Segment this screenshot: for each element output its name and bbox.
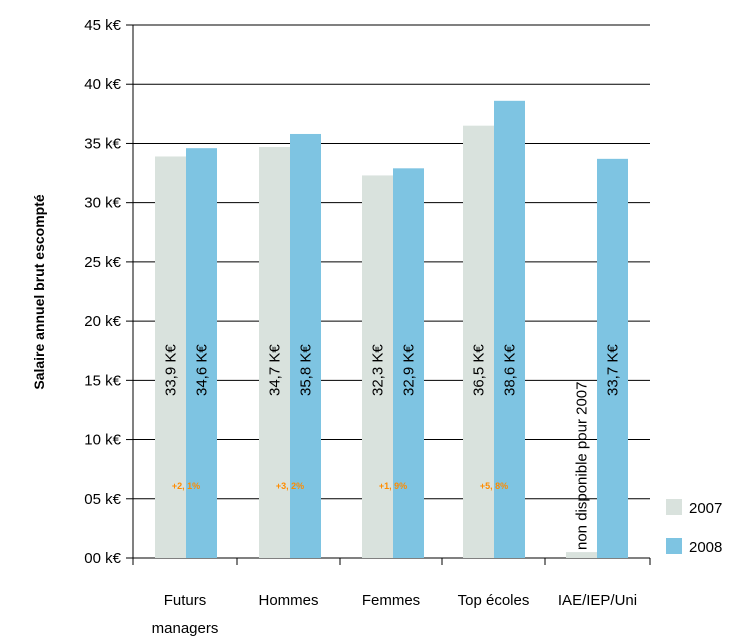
growth-label: +5, 8%	[480, 481, 508, 491]
y-tick-label: 40 k€	[84, 76, 121, 93]
y-tick-label: 05 k€	[84, 491, 121, 508]
x-category-label: managers	[152, 620, 219, 637]
bar-value-label: 35,8 K€	[298, 344, 315, 396]
growth-label: +1, 9%	[379, 481, 407, 491]
legend-label: 2007	[689, 500, 722, 517]
y-tick-label: 30 k€	[84, 195, 121, 212]
x-category-label: Top écoles	[458, 592, 530, 609]
bar-2008-3	[494, 100, 525, 558]
bar-value-label: 36,5 K€	[471, 344, 488, 396]
legend-label: 2008	[689, 539, 722, 556]
y-tick-label: 25 k€	[84, 254, 121, 271]
x-category-label: Futurs	[164, 592, 207, 609]
x-category-label: Hommes	[258, 592, 318, 609]
y-tick-label: 10 k€	[84, 432, 121, 449]
bar-value-label: 38,6 K€	[502, 344, 519, 396]
bar-2007-4	[566, 552, 597, 558]
bar-2008-0	[186, 148, 217, 558]
bar-value-label: 34,6 K€	[194, 344, 211, 396]
y-axis-label: Salaire annuel brut escompté	[31, 194, 47, 389]
legend-swatch-2007	[666, 499, 682, 515]
bar-value-label: 32,3 K€	[370, 344, 387, 396]
bar-value-label: non disponible pour 2007	[574, 382, 591, 550]
y-tick-label: 00 k€	[84, 550, 121, 567]
bar-2007-0	[155, 156, 186, 558]
bar-2008-1	[290, 133, 321, 559]
y-tick-label: 45 k€	[84, 17, 121, 34]
growth-label: +2, 1%	[172, 481, 200, 491]
bar-value-label: 34,7 K€	[267, 344, 284, 396]
bar-2008-4	[597, 158, 628, 558]
y-tick-label: 35 k€	[84, 135, 121, 152]
bar-value-label: 33,9 K€	[163, 344, 180, 396]
legend-swatch-2008	[666, 538, 682, 554]
bar-2007-2	[362, 175, 393, 558]
bar-value-label: 33,7 K€	[605, 344, 622, 396]
y-tick-label: 15 k€	[84, 372, 121, 389]
bar-2008-2	[393, 168, 424, 558]
bar-value-label: 32,9 K€	[401, 344, 418, 396]
bar-2007-1	[259, 146, 290, 558]
x-category-label: IAE/IEP/Uni	[558, 592, 637, 609]
growth-label: +3, 2%	[276, 481, 304, 491]
x-category-label: Femmes	[362, 592, 420, 609]
bar-2007-3	[463, 125, 494, 558]
y-tick-label: 20 k€	[84, 313, 121, 330]
